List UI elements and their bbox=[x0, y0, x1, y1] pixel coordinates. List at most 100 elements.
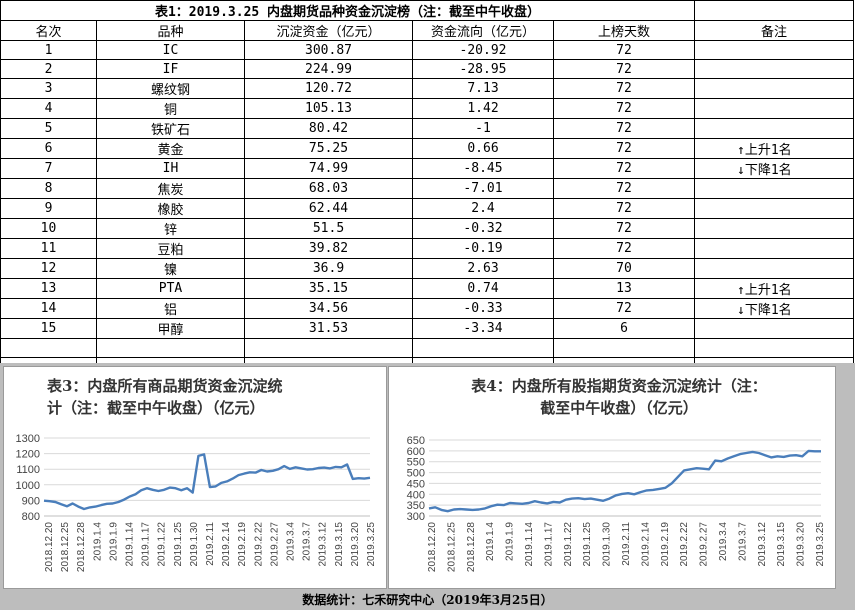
chart4-xtick-label: 2019.2.14 bbox=[640, 522, 651, 567]
chart4-ytick-label: 500 bbox=[407, 468, 425, 480]
cell-days: 72 bbox=[553, 178, 695, 199]
chart3-xtick-label: 2019.2.22 bbox=[253, 522, 264, 567]
cell-name: 黄金 bbox=[96, 138, 245, 159]
chart3-xtick-label: 2019.1.9 bbox=[108, 522, 119, 561]
cell-capital: 39.82 bbox=[244, 238, 413, 259]
cell-days: 72 bbox=[553, 40, 695, 60]
cell-days: 13 bbox=[553, 278, 695, 299]
chart3-xtick-label: 2019.2.19 bbox=[237, 522, 248, 567]
cell-rank: 12 bbox=[0, 258, 97, 279]
table-row: 14 铝 34.56 -0.33 72 ↓下降1名 bbox=[0, 298, 854, 319]
chart4-ytick-label: 650 bbox=[407, 435, 425, 447]
cell-name: 甲醇 bbox=[96, 318, 245, 339]
cell-days: 72 bbox=[553, 158, 695, 179]
chart4-xtick-label: 2019.2.11 bbox=[621, 522, 632, 566]
cell-name: 锌 bbox=[96, 218, 245, 239]
cell-days: 72 bbox=[553, 78, 695, 99]
cell-name: 豆粕 bbox=[96, 238, 245, 259]
chart4-series-line bbox=[428, 449, 821, 513]
chart4-xtick-label: 2019.1.22 bbox=[563, 522, 574, 567]
chart4-xtick-label: 2019.3.20 bbox=[796, 522, 807, 567]
cell-capital: 75.25 bbox=[244, 138, 413, 159]
header-rank: 名次 bbox=[0, 20, 97, 41]
chart3-ytick-label: 900 bbox=[22, 495, 40, 507]
cell-days: 72 bbox=[553, 138, 695, 159]
cell-days: 72 bbox=[553, 59, 695, 79]
table-title: 表1：2019.3.25 内盘期货品种资金沉淀榜（注：截至中午收盘） bbox=[0, 0, 695, 21]
chart3-series-line bbox=[43, 453, 371, 511]
chart3-xtick-label: 2019.3.7 bbox=[302, 522, 313, 561]
chart4-xtick-label: 2019.3.4 bbox=[718, 522, 729, 561]
chart3-title-line2: 计（注：截至中午收盘）（亿元） bbox=[47, 399, 265, 417]
cell-name: 橡胶 bbox=[96, 198, 245, 219]
chart4-xtick-label: 2019.1.14 bbox=[524, 522, 535, 567]
table-row: 10 锌 51.5 -0.32 72 bbox=[0, 218, 854, 239]
table-header-row: 名次 品种 沉淀资金（亿元） 资金流向（亿元） 上榜天数 备注 bbox=[0, 20, 854, 41]
table-row: 7 IH 74.99 -8.45 72 ↓下降1名 bbox=[0, 158, 854, 179]
cell-flow: -7.01 bbox=[412, 178, 554, 199]
empty-cell bbox=[412, 338, 554, 358]
cell-capital: 80.42 bbox=[244, 118, 413, 139]
cell-note: ↓下降1名 bbox=[694, 298, 854, 319]
chart3-xtick-label: 2019.2.27 bbox=[269, 522, 280, 567]
empty-cell bbox=[553, 338, 695, 358]
empty-cell bbox=[96, 338, 245, 358]
cell-days: 72 bbox=[553, 98, 695, 119]
cell-days: 6 bbox=[553, 318, 695, 339]
cell-rank: 6 bbox=[0, 138, 97, 159]
chart3-xtick-label: 2019.1.14 bbox=[125, 522, 136, 567]
chart3-xtick-label: 2019.2.14 bbox=[221, 522, 232, 567]
chart4-xtick-label: 2019.2.27 bbox=[699, 522, 710, 567]
chart3-xtick-label: 2018.12.25 bbox=[60, 522, 71, 572]
cell-capital: 120.72 bbox=[244, 78, 413, 99]
chart3-xtick-label: 2019.1.25 bbox=[173, 522, 184, 567]
cell-note: ↑上升1名 bbox=[694, 138, 854, 159]
empty-row bbox=[0, 338, 854, 358]
table-row: 8 焦炭 68.03 -7.01 72 bbox=[0, 178, 854, 199]
chart4-xtick-label: 2019.2.19 bbox=[660, 522, 671, 567]
cell-rank: 14 bbox=[0, 298, 97, 319]
chart4-title-line1: 表4：内盘所有股指期货资金沉淀统计（注： bbox=[471, 377, 767, 395]
cell-capital: 31.53 bbox=[244, 318, 413, 339]
chart3-ytick-label: 800 bbox=[22, 511, 40, 523]
chart4-xtick-label: 2019.2.22 bbox=[679, 522, 690, 567]
chart4-panel: 表4：内盘所有股指期货资金沉淀统计（注： 截至中午收盘）（亿元） 300 350 4… bbox=[388, 366, 836, 589]
cell-flow: -28.95 bbox=[412, 59, 554, 79]
cell-note bbox=[694, 178, 854, 199]
chart4-ytick-label: 400 bbox=[407, 489, 425, 501]
table-row: 15 甲醇 31.53 -3.34 6 bbox=[0, 318, 854, 339]
cell-note: ↑上升1名 bbox=[694, 278, 854, 299]
cell-note bbox=[694, 238, 854, 259]
chart4-ytick-label: 600 bbox=[407, 446, 425, 458]
cell-flow: 2.63 bbox=[412, 258, 554, 279]
cell-note bbox=[694, 78, 854, 99]
table-row: 9 橡胶 62.44 2.4 72 bbox=[0, 198, 854, 219]
chart4-xtick-label: 2019.3.15 bbox=[776, 522, 787, 567]
table-title-blank bbox=[694, 0, 854, 21]
table-row: 6 黄金 75.25 0.66 72 ↑上升1名 bbox=[0, 138, 854, 159]
table-row: 4 铜 105.13 1.42 72 bbox=[0, 98, 854, 119]
cell-rank: 9 bbox=[0, 198, 97, 219]
table-row: 5 铁矿石 80.42 -1 72 bbox=[0, 118, 854, 139]
cell-rank: 4 bbox=[0, 98, 97, 119]
cell-rank: 8 bbox=[0, 178, 97, 199]
cell-days: 72 bbox=[553, 298, 695, 319]
cell-note bbox=[694, 218, 854, 239]
cell-days: 72 bbox=[553, 238, 695, 259]
chart3-svg: 800 900 1000 1100 1200 1300 2018.12.20 2018.12.… bbox=[16, 433, 377, 572]
cell-days: 72 bbox=[553, 198, 695, 219]
chart4-xtick-label: 2019.1.30 bbox=[602, 522, 613, 567]
chart3-xtick-label: 2019.1.17 bbox=[141, 522, 152, 567]
header-name: 品种 bbox=[96, 20, 245, 41]
cell-rank: 3 bbox=[0, 78, 97, 99]
cell-note bbox=[694, 118, 854, 139]
capital-ranking-table: 表1：2019.3.25 内盘期货品种资金沉淀榜（注：截至中午收盘） 名次 品种… bbox=[0, 0, 854, 377]
chart3-xtick-label: 2019.3.15 bbox=[334, 522, 345, 567]
cell-flow: -0.33 bbox=[412, 298, 554, 319]
cell-flow: 7.13 bbox=[412, 78, 554, 99]
table-row: 13 PTA 35.15 0.74 13 ↑上升1名 bbox=[0, 278, 854, 299]
chart4-xtick-label: 2019.1.4 bbox=[485, 522, 496, 561]
cell-flow: -0.32 bbox=[412, 218, 554, 239]
chart4-xtick-label: 2019.3.25 bbox=[815, 522, 826, 567]
chart4-xtick-label: 2018.12.25 bbox=[446, 522, 457, 572]
